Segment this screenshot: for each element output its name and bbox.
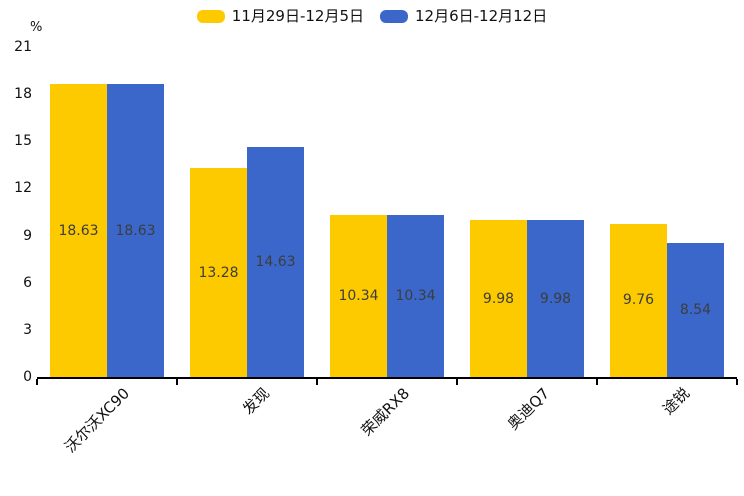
chart-legend: 11月29日-12月5日 12月6日-12月12日 — [0, 5, 744, 27]
bar-11月29日-12月5日-奥迪Q7[interactable] — [470, 220, 527, 377]
bar-12月6日-12月12日-发现[interactable] — [247, 147, 304, 377]
bar-12月6日-12月12日-沃尔沃XC90[interactable] — [107, 84, 164, 377]
legend-swatch-week2-icon — [380, 9, 408, 23]
y-axis-tick-label: 12 — [14, 180, 32, 197]
legend-label-week1: 11月29日-12月5日 — [231, 6, 364, 25]
x-axis-category-label: 发现 — [239, 384, 274, 419]
x-axis-category-label: 途锐 — [659, 384, 694, 419]
x-axis-tick — [456, 379, 458, 385]
x-axis-category-label: 沃尔沃XC90 — [61, 384, 134, 457]
bar-value-label: 13.28 — [198, 264, 239, 281]
x-axis-category-label: 荣威RX8 — [357, 384, 414, 440]
y-axis-tick-label: 9 — [23, 227, 32, 244]
y-axis-tick-label: 3 — [23, 321, 32, 338]
y-axis-tick-label: 0 — [23, 369, 32, 385]
legend-swatch-week1-icon — [196, 9, 225, 23]
bar-value-label: 8.54 — [679, 301, 712, 318]
bar-value-label: 10.34 — [338, 287, 379, 304]
x-axis-line — [37, 377, 737, 379]
bar-value-label: 14.63 — [255, 254, 296, 271]
bar-value-label: 10.34 — [395, 287, 436, 304]
legend-item-week2[interactable]: 12月6日-12月12日 — [380, 6, 548, 25]
bar-11月29日-12月5日-沃尔沃XC90[interactable] — [50, 84, 107, 377]
x-axis-tick — [176, 379, 178, 385]
legend-item-week1[interactable]: 11月29日-12月5日 — [196, 6, 364, 25]
x-axis-tick — [736, 379, 738, 385]
x-axis-tick — [596, 379, 598, 385]
bar-value-label: 18.63 — [115, 222, 156, 239]
y-axis-tick-label: 18 — [14, 86, 32, 103]
bar-11月29日-12月5日-途锐[interactable] — [610, 223, 667, 377]
x-axis-tick — [316, 379, 318, 385]
bar-11月29日-12月5日-荣威RX8[interactable] — [330, 214, 387, 377]
legend-label-week2: 12月6日-12月12日 — [415, 6, 548, 25]
y-axis-unit-label: % — [30, 20, 43, 35]
bar-11月29日-12月5日-发现[interactable] — [190, 168, 247, 377]
y-axis-tick-label: 21 — [14, 39, 32, 55]
bar-value-label: 9.98 — [482, 290, 515, 307]
bar-value-label: 9.98 — [539, 290, 572, 307]
bar-12月6日-12月12日-奥迪Q7[interactable] — [527, 220, 584, 377]
y-axis-tick-label: 15 — [14, 133, 32, 150]
x-axis-category-label: 奥迪Q7 — [503, 384, 554, 434]
x-axis-tick — [36, 379, 38, 385]
y-axis-tick-label: 6 — [23, 274, 32, 291]
bar-value-label: 18.63 — [58, 222, 99, 239]
bar-12月6日-12月12日-荣威RX8[interactable] — [387, 214, 444, 377]
bar-12月6日-12月12日-途锐[interactable] — [667, 242, 724, 377]
bar-value-label: 9.76 — [622, 292, 655, 309]
